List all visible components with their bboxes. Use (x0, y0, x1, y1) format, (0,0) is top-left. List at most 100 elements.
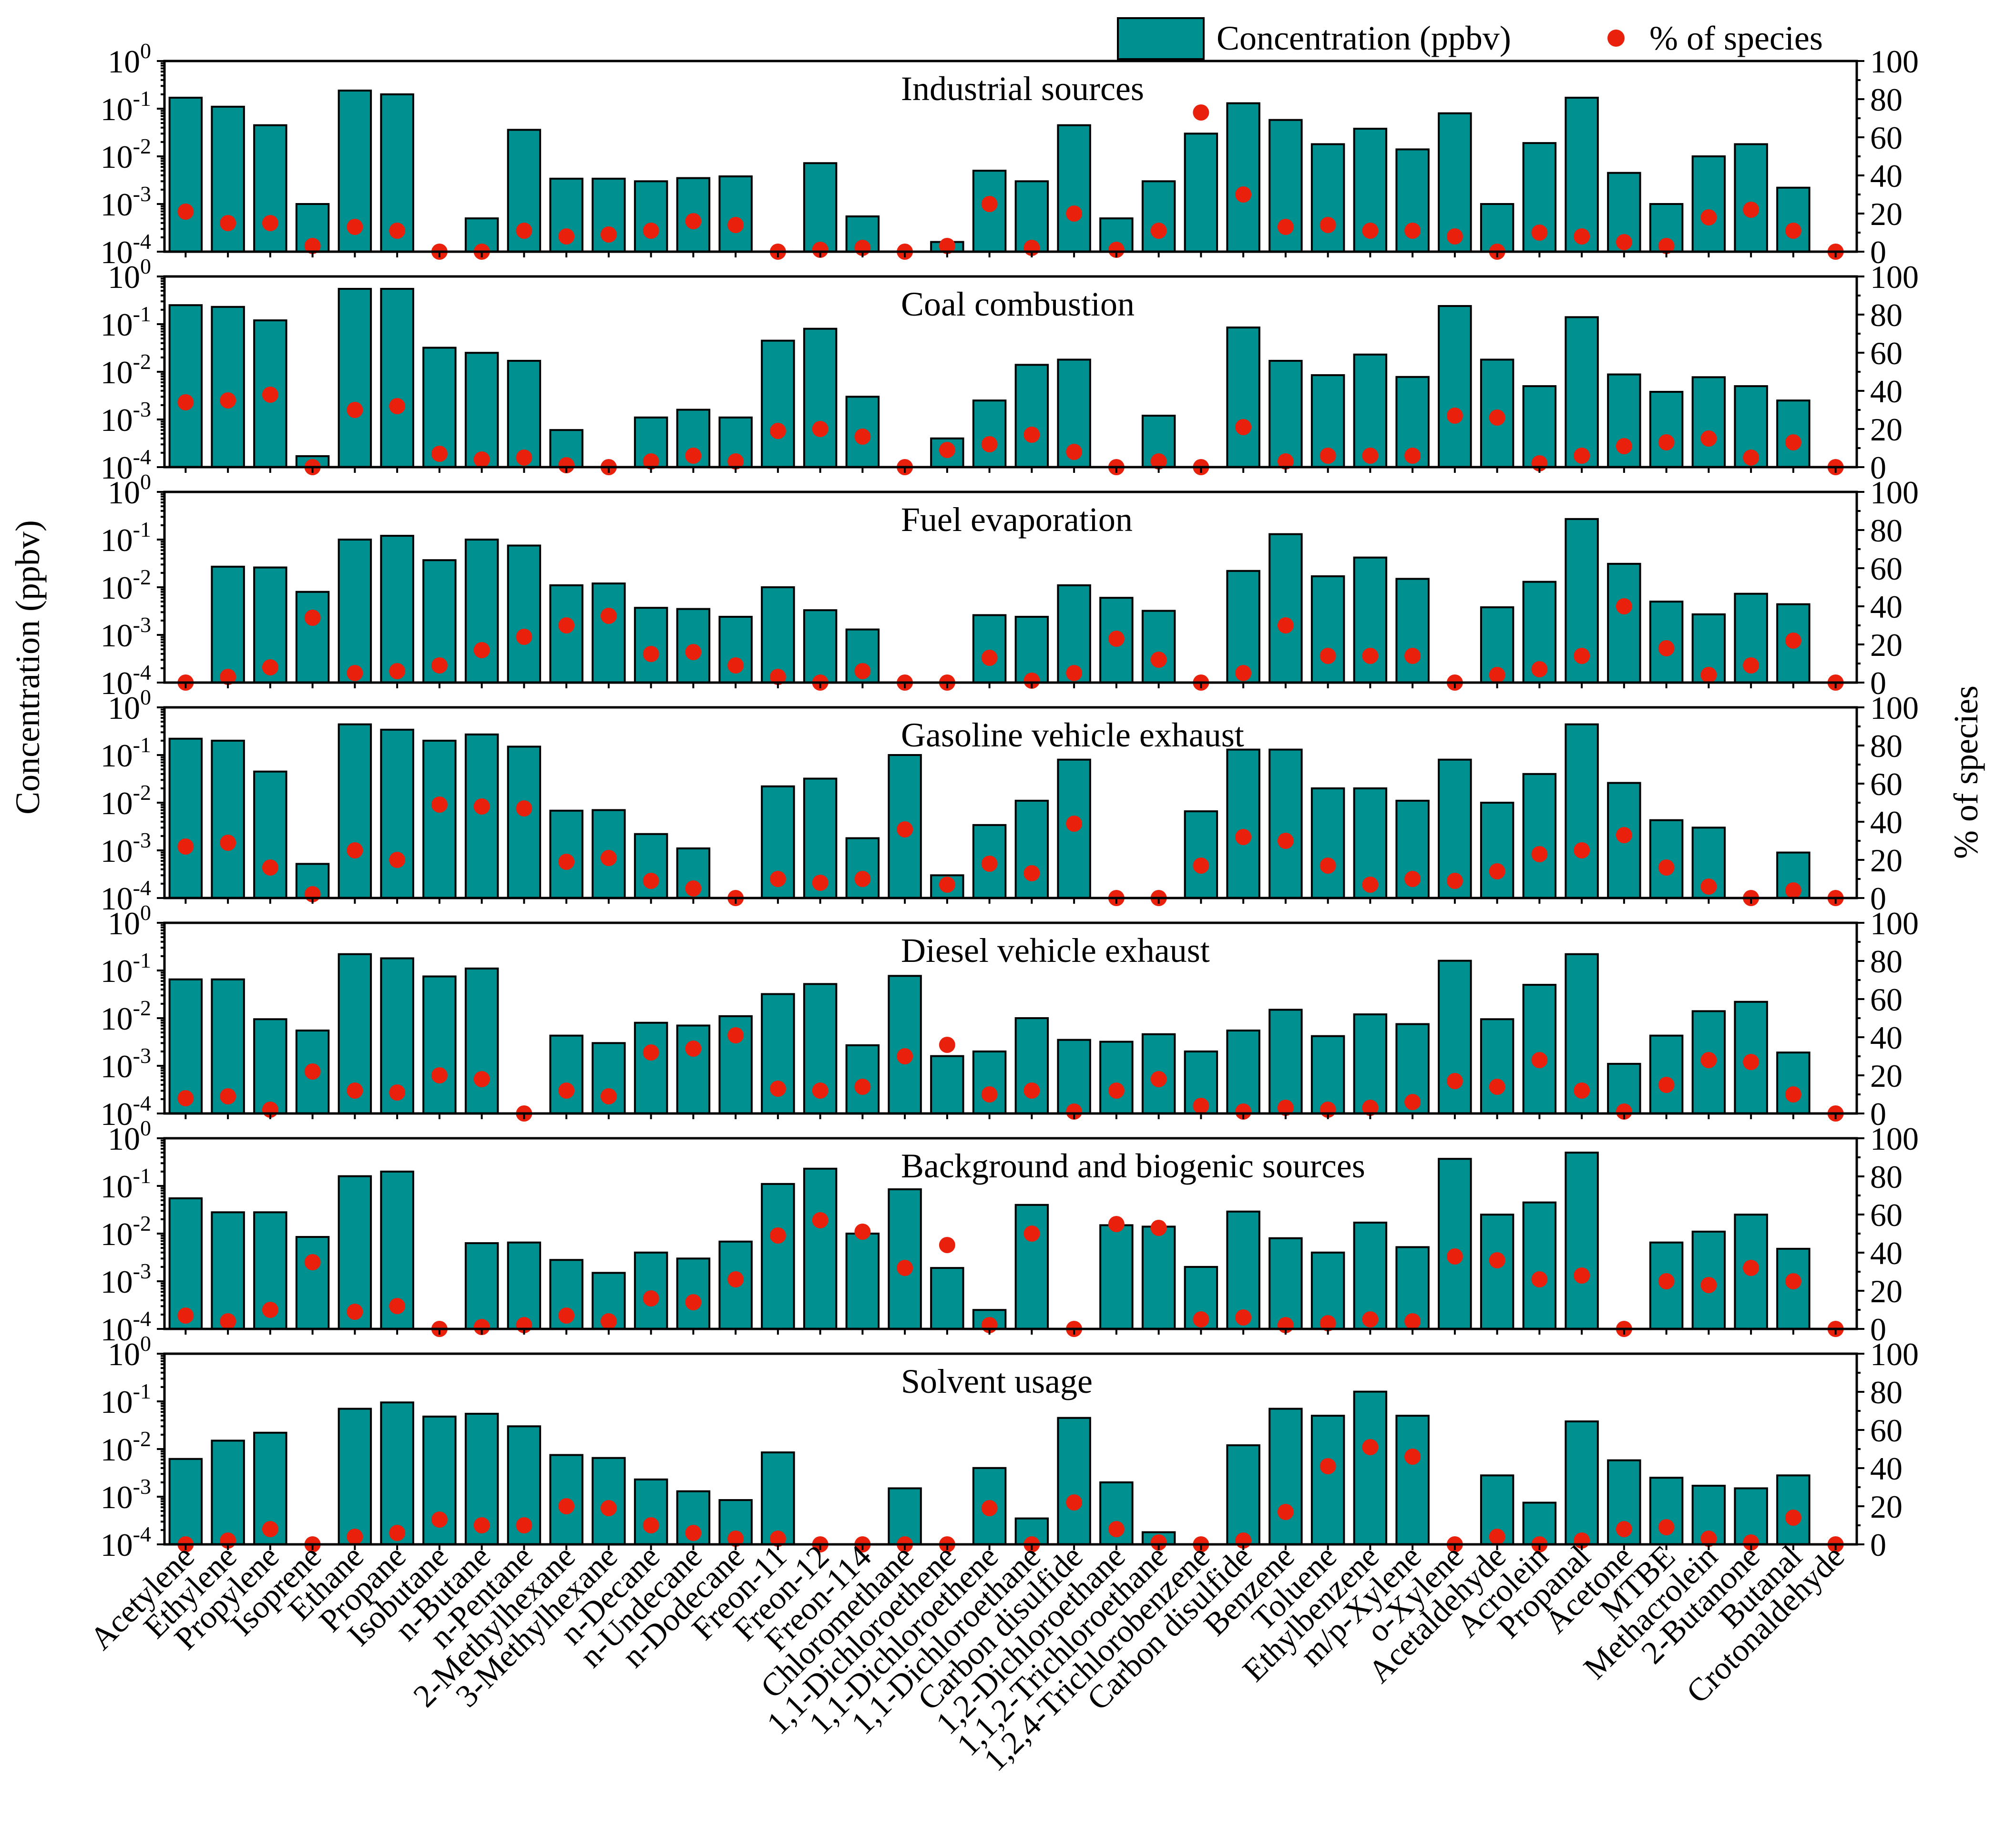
percent-marker (600, 226, 617, 243)
concentration-bar (422, 975, 457, 1115)
concentration-bar (1310, 1035, 1345, 1114)
panel-title: Gasoline vehicle exhaust (901, 716, 1244, 754)
percent-marker (1066, 205, 1083, 222)
concentration-bar (380, 728, 414, 899)
percent-marker (1277, 219, 1294, 235)
percent-marker (1362, 1100, 1379, 1116)
right-tick-label: 80 (1870, 82, 1903, 118)
percent-marker (431, 657, 448, 674)
percent-marker (1489, 1529, 1505, 1545)
percent-marker (812, 242, 829, 258)
concentration-bar (1691, 376, 1726, 469)
left-tick-label: 10-1 (101, 733, 151, 774)
percent-marker (1277, 1100, 1294, 1116)
panel-5: Diesel vehicle exhaust 100 10-1 10-2 10-3 10-… (101, 900, 1919, 1132)
concentration-bar (1057, 124, 1091, 253)
percent-marker (1700, 667, 1717, 683)
percent-marker (1700, 430, 1717, 447)
concentration-bar (1057, 1039, 1091, 1115)
left-tick-label: 10-3 (101, 182, 151, 223)
percent-marker (1658, 238, 1675, 254)
concentration-bar (507, 745, 542, 899)
right-tick-label: 0 (1870, 1096, 1886, 1132)
concentration-bar (295, 591, 330, 684)
concentration-bar (168, 1197, 203, 1330)
right-tick-label: 20 (1870, 1273, 1903, 1309)
percent-marker (1658, 1273, 1675, 1289)
percent-marker (1404, 648, 1421, 664)
y-axis-left-label: Concentration (ppbv) (9, 520, 47, 815)
concentration-bar (1269, 359, 1303, 468)
concentration-bar (1269, 748, 1303, 899)
left-tick-label: 10-4 (101, 229, 151, 270)
concentration-bar (338, 1175, 372, 1330)
right-tick-label: 60 (1870, 120, 1903, 156)
right-tick-label: 60 (1870, 1412, 1903, 1449)
right-tick-label: 0 (1870, 1527, 1886, 1563)
right-tick-label: 80 (1870, 1374, 1903, 1410)
concentration-bar (1353, 1013, 1388, 1114)
percent-marker (1235, 829, 1252, 845)
percent-marker (1743, 657, 1760, 674)
concentration-bar (507, 544, 542, 684)
percent-marker (516, 449, 532, 466)
concentration-bar (930, 1055, 964, 1114)
percent-marker (1785, 633, 1801, 649)
concentration-bar (422, 739, 457, 899)
percent-marker (1108, 631, 1125, 647)
percent-marker (939, 1037, 955, 1053)
concentration-bar (634, 1021, 668, 1114)
percent-marker (1150, 453, 1167, 470)
percent-marker (643, 873, 659, 889)
left-tick-label: 10-3 (101, 1043, 151, 1084)
percent-marker (220, 669, 236, 685)
percent-marker (939, 1237, 955, 1253)
concentration-bar (1353, 1221, 1388, 1330)
concentration-bar (1226, 1210, 1260, 1330)
concentration-bar (1014, 1017, 1049, 1114)
percent-marker (769, 1081, 786, 1097)
percent-marker (643, 1517, 659, 1533)
percent-marker (981, 1086, 998, 1103)
legend-dot-marker (1607, 30, 1625, 47)
percent-marker (431, 1511, 448, 1528)
percent-marker (347, 1304, 363, 1320)
percent-marker (516, 223, 532, 239)
concentration-bar (295, 1029, 330, 1114)
percent-marker (1785, 1086, 1801, 1103)
left-tick-label: 10-1 (101, 1379, 151, 1420)
percent-marker (389, 223, 406, 239)
percent-marker (389, 1084, 406, 1101)
percent-marker (1531, 661, 1548, 677)
percent-marker (1320, 648, 1336, 664)
percent-marker (1277, 453, 1294, 470)
percent-marker (1066, 816, 1083, 832)
percent-marker (1404, 448, 1421, 464)
percent-marker (727, 1027, 744, 1043)
concentration-bar (845, 1233, 880, 1330)
percent-marker (981, 1500, 998, 1516)
left-tick-label: 10-1 (101, 517, 151, 558)
percent-marker (1785, 882, 1801, 898)
percent-marker (1108, 1521, 1125, 1537)
concentration-bar (803, 162, 838, 253)
percent-marker (1362, 877, 1379, 893)
concentration-bar (1269, 1237, 1303, 1330)
concentration-bar (1269, 533, 1303, 684)
concentration-bar (211, 1211, 245, 1330)
concentration-bar (1014, 364, 1049, 469)
concentration-bar (1310, 1415, 1345, 1546)
concentration-bar (211, 739, 245, 899)
percent-marker (1023, 427, 1040, 443)
right-tick-label: 20 (1870, 627, 1903, 663)
percent-marker (389, 398, 406, 414)
left-tick-label: 10-4 (101, 445, 151, 486)
percent-marker (1277, 1504, 1294, 1520)
percent-marker (1658, 640, 1675, 656)
concentration-bar (464, 352, 499, 468)
right-tick-label: 20 (1870, 1058, 1903, 1094)
chart-panels: Industrial sources10010-110-210-310-4100… (101, 39, 1919, 1563)
percent-marker (304, 238, 321, 254)
percent-marker (473, 798, 490, 815)
concentration-bar (1014, 799, 1049, 899)
